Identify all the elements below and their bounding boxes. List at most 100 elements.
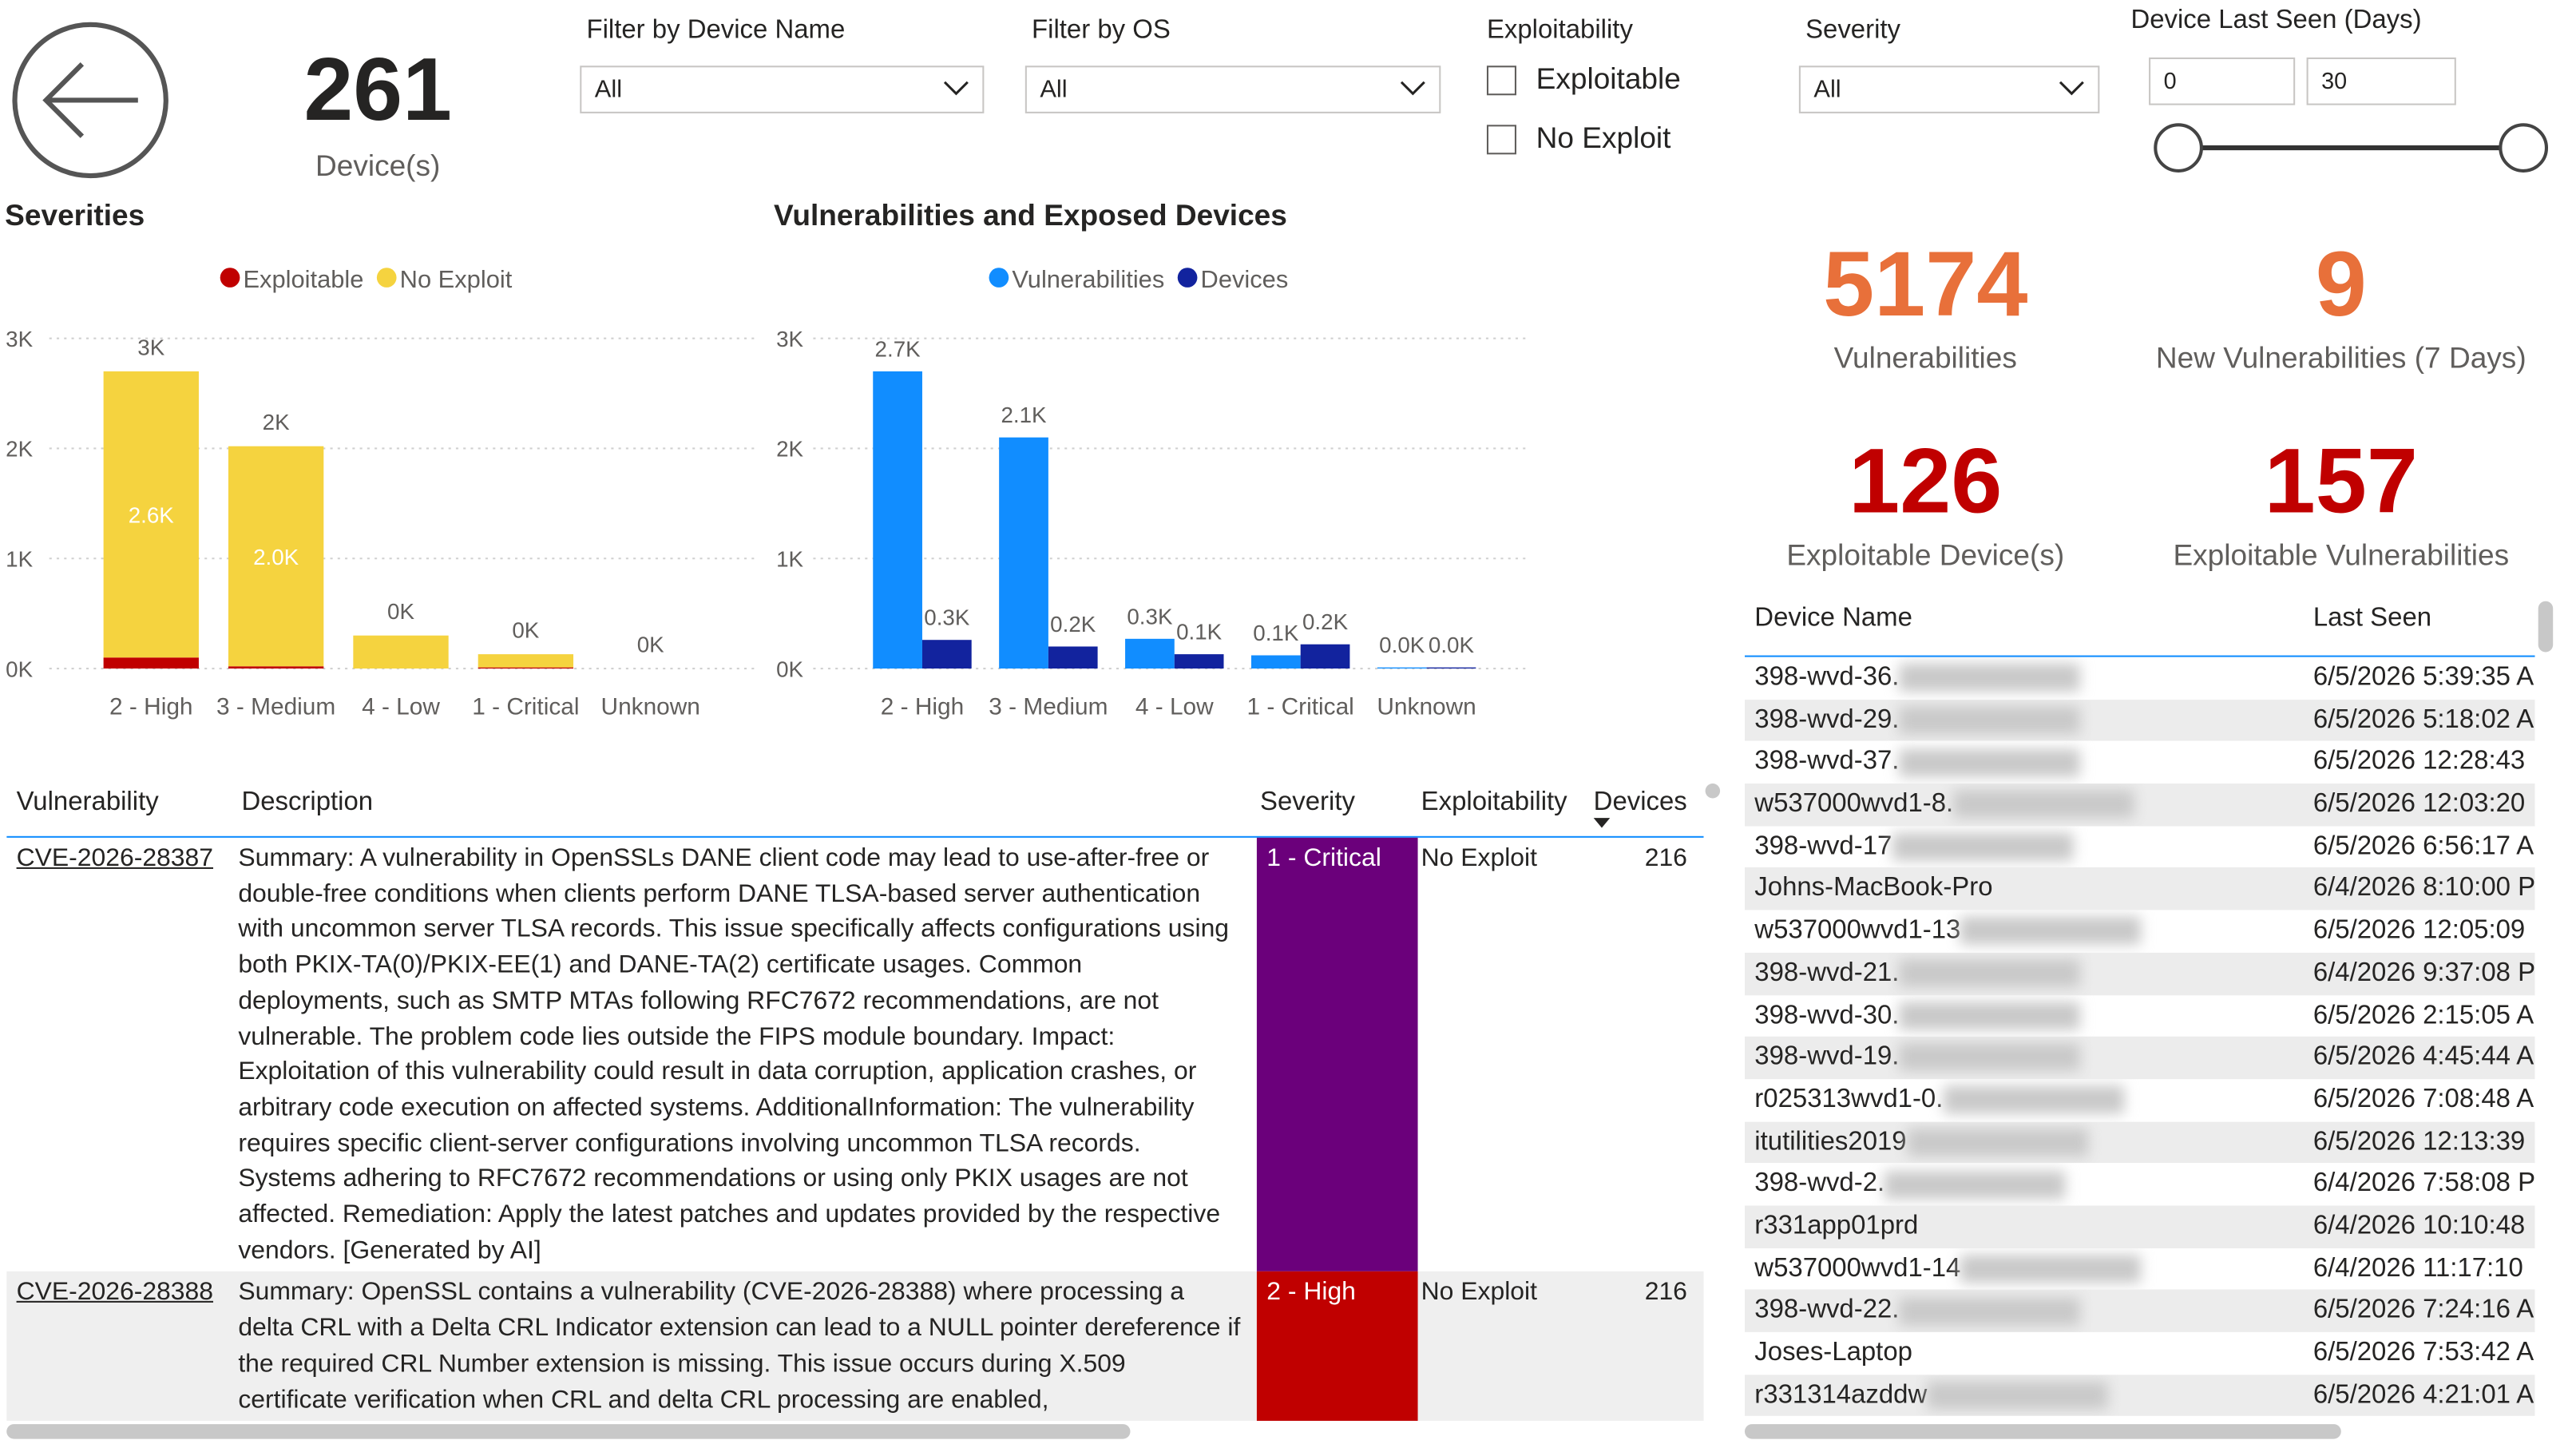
column-header[interactable]: Devices <box>1593 788 1687 817</box>
device-name-cell: 398-wvd-2. <box>1745 1164 2304 1206</box>
y-tick-label: 0K <box>6 657 33 681</box>
device-name: r331314azddw <box>1754 1380 1928 1409</box>
last-seen: 6/5/2026 12:03:20 <box>2312 790 2526 819</box>
column-header[interactable]: Last Seen <box>2312 604 2432 633</box>
slider-handle[interactable] <box>2154 123 2203 173</box>
kpi-label: Exploitable Device(s) <box>1786 538 2065 572</box>
dropdown[interactable]: All <box>1798 65 2100 113</box>
scrollbar[interactable] <box>1744 1424 2341 1439</box>
data-label: 0.3K <box>924 605 970 630</box>
redaction <box>1899 959 2080 988</box>
device-name-cell: w537000wvd1-14 <box>1745 1248 2304 1290</box>
column-header[interactable]: Exploitability <box>1421 788 1567 817</box>
device-name-cell: Joses-Laptop <box>1745 1332 2304 1375</box>
legend-label: No Exploit <box>400 265 513 293</box>
table-row: CVE-2026-28388 Summary: OpenSSL contains … <box>6 1271 1704 1422</box>
redaction <box>1892 832 2073 861</box>
checkbox[interactable] <box>1486 65 1516 96</box>
redaction <box>1960 917 2142 946</box>
bar <box>1300 644 1350 669</box>
legend-marker <box>220 268 240 288</box>
last-seen: 6/5/2026 12:28:43 <box>2312 748 2526 776</box>
last-seen: 6/4/2026 9:37:08 P <box>2312 958 2535 987</box>
sort-indicator <box>1593 818 1611 828</box>
redaction <box>1899 1002 2080 1030</box>
device-name-cell: Johns-MacBook-Pro <box>1745 868 2304 910</box>
filter-label: Exploitability <box>1486 16 1633 45</box>
redaction <box>1899 1043 2080 1072</box>
device-name-cell: 398-wvd-37. <box>1745 741 2304 784</box>
device-count: 216 <box>1644 844 1687 873</box>
checkbox[interactable] <box>1486 125 1516 155</box>
column-header[interactable]: Device Name <box>1754 604 1912 633</box>
table-row: 398-wvd-36. 6/5/2026 5:39:35 A <box>1745 657 2535 700</box>
description: Summary: OpenSSL contains a vulnerabilit… <box>238 1278 1241 1414</box>
slider-handle[interactable] <box>2499 123 2549 173</box>
dropdown[interactable]: All <box>580 65 985 113</box>
bar <box>1250 655 1301 669</box>
y-tick-label: 2K <box>776 437 803 462</box>
legend-marker <box>376 268 397 288</box>
chevron <box>2059 81 2084 96</box>
severity-cell: 1 - Critical <box>1256 837 1418 1272</box>
table-row: Joses-Laptop 6/5/2026 7:53:42 A <box>1745 1332 2535 1375</box>
redaction <box>1927 1381 2108 1410</box>
range-max-input[interactable]: 30 <box>2306 57 2456 105</box>
device-name: 398-wvd-2. <box>1754 1169 1885 1198</box>
kpi-label: Exploitable Vulnerabilities <box>2173 538 2510 572</box>
device-name: 398-wvd-22. <box>1754 1296 1900 1325</box>
device-name-cell: w537000wvd1-13 <box>1745 910 2304 953</box>
x-tick-label: 4 - Low <box>1135 694 1214 721</box>
device-name: itutilities2019 <box>1754 1127 1907 1156</box>
x-tick-label: 2 - High <box>880 694 965 721</box>
severity-cell: 2 - High <box>1256 1271 1418 1422</box>
last-seen: 6/5/2026 7:53:42 A <box>2312 1339 2534 1367</box>
legend-marker <box>1177 268 1198 288</box>
device-name: r025313wvd1-0. <box>1754 1085 1944 1114</box>
kpi-label: Vulnerabilities <box>1833 341 2017 375</box>
redaction <box>1960 1255 2142 1283</box>
cve-link[interactable]: CVE-2026-28388 <box>16 1278 214 1307</box>
table-row: 398-wvd-30. 6/5/2026 2:15:05 A <box>1745 994 2535 1037</box>
column-header[interactable]: Vulnerability <box>16 788 159 817</box>
redaction <box>1899 748 2080 777</box>
dropdown[interactable]: All <box>1024 65 1441 113</box>
device-name: Johns-MacBook-Pro <box>1754 875 1993 903</box>
data-label: 0.2K <box>1050 612 1096 637</box>
range-slider[interactable] <box>2136 115 2573 184</box>
device-name: 398-wvd-19. <box>1754 1043 1900 1072</box>
legend-marker <box>989 268 1009 288</box>
device-name: 398-wvd-21. <box>1754 958 1900 987</box>
column-header[interactable]: Description <box>241 788 374 817</box>
scrollbar[interactable] <box>1705 783 1721 799</box>
scrollbar[interactable] <box>6 1424 1131 1439</box>
x-tick-label: 1 - Critical <box>1246 694 1354 721</box>
table-row: r331314azddw 6/5/2026 4:21:01 A <box>1744 1374 2535 1417</box>
y-tick-label: 3K <box>6 327 33 351</box>
redaction <box>1899 664 2080 692</box>
bar-segment <box>103 657 199 669</box>
total-label: 0K <box>387 599 414 624</box>
last-seen: 6/5/2026 7:08:48 A <box>2312 1085 2534 1114</box>
kpi-label: New Vulnerabilities (7 Days) <box>2155 341 2526 375</box>
back-button[interactable] <box>10 22 171 183</box>
chart-title: Vulnerabilities and Exposed Devices <box>774 198 1287 232</box>
range-min-input[interactable]: 0 <box>2149 57 2296 105</box>
y-tick-label: 1K <box>776 547 803 572</box>
scrollbar[interactable] <box>2538 601 2554 653</box>
exploitability: No Exploit <box>1421 844 1538 873</box>
column-header[interactable]: Severity <box>1260 788 1355 817</box>
y-tick-label: 1K <box>6 547 33 572</box>
exploitability: No Exploit <box>1421 1278 1538 1307</box>
bar <box>1048 646 1098 669</box>
device-count: 216 <box>1644 1278 1687 1307</box>
table-row: 398-wvd-2. 6/4/2026 7:58:08 P <box>1745 1164 2535 1206</box>
cve-link[interactable]: CVE-2026-28387 <box>16 844 214 873</box>
total-label: 0K <box>512 618 539 643</box>
table-row: 398-wvd-22. 6/5/2026 7:24:16 A <box>1744 1290 2535 1332</box>
bar-segment <box>103 371 199 658</box>
total-label: 0K <box>637 632 664 657</box>
kpi-value: 157 <box>2264 428 2418 533</box>
last-seen: 6/5/2026 7:24:16 A <box>2312 1296 2534 1325</box>
device-name-cell: 398-wvd-19. <box>1745 1037 2304 1079</box>
